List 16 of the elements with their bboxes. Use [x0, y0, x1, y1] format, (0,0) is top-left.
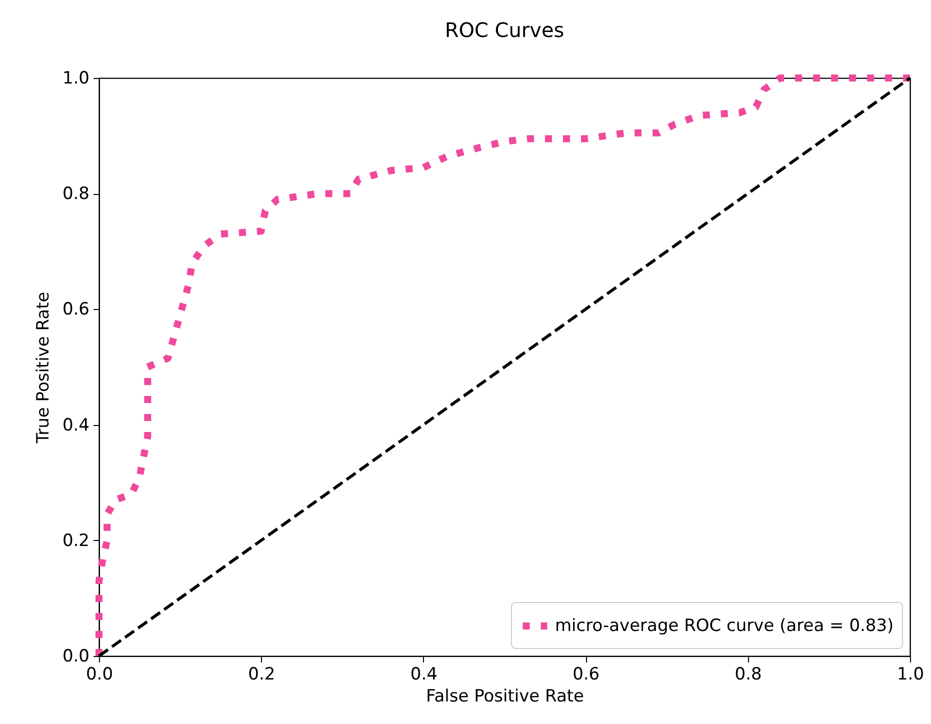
legend-label: micro-average ROC curve (area = 0.83) [555, 616, 894, 636]
x-tick-label: 1.0 [896, 664, 924, 684]
y-tick-label: 0.2 [62, 530, 90, 551]
y-tick-label: 0.8 [62, 184, 90, 204]
y-tick-label: 0.0 [62, 646, 90, 666]
x-axis-title: False Positive Rate [426, 686, 584, 706]
x-tick-label: 0.6 [572, 664, 600, 684]
y-axis-title: True Positive Rate [33, 292, 54, 444]
chart-title: ROC Curves [444, 18, 564, 42]
x-tick-label: 0.4 [410, 664, 438, 684]
y-tick-label: 0.6 [62, 300, 90, 320]
x-tick-label: 0.2 [248, 664, 276, 684]
y-tick-label: 1.0 [62, 68, 90, 88]
y-tick-label: 0.4 [62, 415, 90, 436]
x-tick-label: 0.8 [734, 664, 762, 684]
x-tick-label: 0.0 [86, 664, 114, 684]
